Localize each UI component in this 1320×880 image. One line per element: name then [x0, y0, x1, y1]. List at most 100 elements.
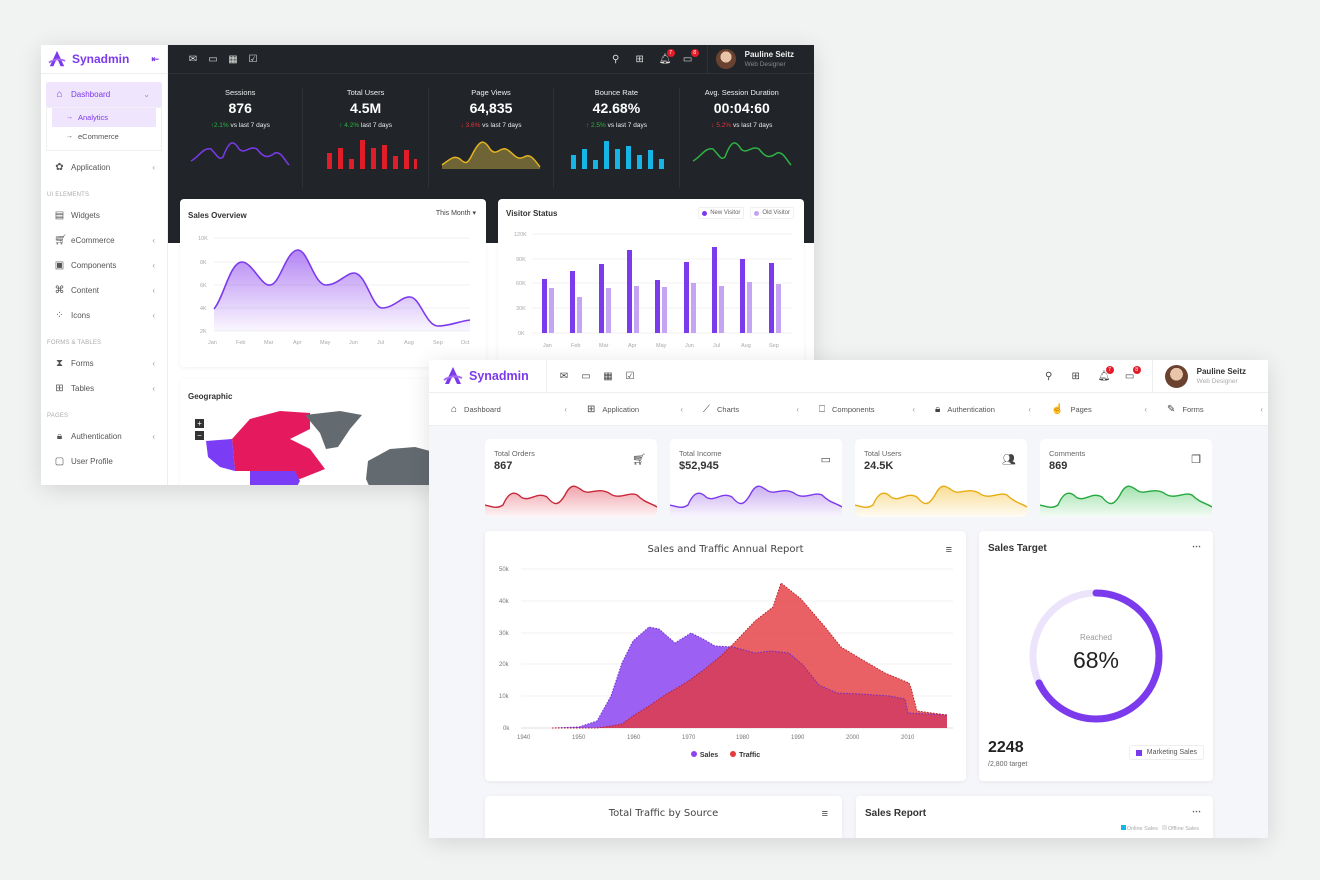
- nav-pages[interactable]: ☝ Pages ‹: [1031, 404, 1147, 415]
- svg-text:Jul: Jul: [713, 343, 720, 349]
- sidebar-subitem-ecommerce[interactable]: → eCommerce: [52, 127, 156, 146]
- map-zoom-in-button[interactable]: +: [195, 419, 204, 428]
- nav-authentication[interactable]: 🔒︎ Authentication ‹: [915, 404, 1031, 415]
- area-sparkline-chart: [441, 141, 541, 169]
- arrow-right-icon: →: [66, 114, 73, 121]
- svg-text:90K: 90K: [516, 257, 526, 263]
- nav-application[interactable]: ⊞ Application ‹: [567, 404, 683, 415]
- user-role: Web Designer: [1196, 378, 1238, 385]
- sidebar-item-user-profile[interactable]: ▢ User Profile: [41, 449, 167, 474]
- stat-change: ↓ 3.6% vs last 7 days: [429, 122, 553, 129]
- sales-overview-chart: 10K 8K 6K 4K 2K Jan Feb Mar Apr May Jun Jul Aug Sep O…: [198, 236, 471, 346]
- chat-icon[interactable]: ▭: [208, 53, 218, 65]
- svg-text:2K: 2K: [200, 329, 207, 335]
- legend-dot: [754, 210, 760, 216]
- legend-old-visitor[interactable]: Old Visitor: [750, 207, 794, 219]
- nav-forms[interactable]: ✎ Forms ‹: [1147, 404, 1263, 415]
- user-role: Web Designer: [744, 61, 786, 68]
- legend-dot: [702, 210, 708, 216]
- calendar-icon[interactable]: ▦: [603, 370, 613, 382]
- map-zoom-out-button[interactable]: −: [195, 431, 204, 440]
- sidebar-section-title: PAGES: [47, 413, 69, 419]
- geographic-card: Geographic + −: [180, 379, 430, 485]
- bar-sparkline-chart: [326, 140, 417, 169]
- period-dropdown[interactable]: This Month ▾: [436, 209, 476, 217]
- sidebar-item-tables[interactable]: ⊞ Tables ‹: [41, 376, 167, 401]
- more-options-icon[interactable]: ⋯: [1192, 806, 1201, 816]
- stat-label: Total Users: [346, 88, 385, 97]
- nav-components[interactable]: ⎕ Components ‹: [799, 404, 915, 415]
- legend-offline-sales[interactable]: Offline Sales: [1161, 825, 1199, 832]
- kpi-card-total-income: Total Income $52,945 ▭: [670, 439, 842, 517]
- change-value: 5.2%: [716, 122, 732, 129]
- stat-change: ↓ 5.2% vs last 7 days: [680, 122, 804, 129]
- comments-icon: ❐: [1191, 454, 1201, 466]
- sales-overview-card: Sales Overview This Month ▾ 10K 8K 6K 4K 2K …: [180, 199, 486, 367]
- brand-logo[interactable]: Synadmin: [429, 360, 547, 392]
- stats-row: Sessions 876 ↑2.1% vs last 7 days Total …: [168, 74, 814, 188]
- calendar-icon[interactable]: ▦: [228, 53, 238, 65]
- mail-icon[interactable]: ✉: [559, 370, 569, 382]
- stat-card-page-views: Page Views 64,835 ↓ 3.6% vs last 7 days: [429, 88, 555, 188]
- sidebar-item-forms[interactable]: ⧗ Forms ‹: [41, 351, 167, 376]
- collapse-sidebar-icon[interactable]: ⇤: [151, 53, 159, 64]
- nav-label: Authentication: [947, 404, 995, 414]
- sidebar-item-components[interactable]: ▣ Components ‹: [41, 253, 167, 278]
- sidebar-item-dashboard[interactable]: ⌂ Dashboard ⌄: [46, 82, 162, 107]
- more-options-icon[interactable]: ⋯: [1192, 541, 1201, 551]
- bell-icon[interactable]: 🔔︎ 7: [1098, 365, 1114, 382]
- search-icon[interactable]: ⚲: [611, 53, 620, 65]
- hamburger-menu-icon[interactable]: ≡: [821, 808, 828, 820]
- sales-value: 2248: [988, 739, 1024, 756]
- change-suffix: vs last 7 days: [732, 122, 773, 129]
- checkbox-icon[interactable]: ☑: [625, 370, 635, 382]
- chart-legend: New Visitor Old Visitor: [698, 207, 794, 219]
- legend-marketing-sales[interactable]: Marketing Sales: [1128, 745, 1204, 760]
- legend-new-visitor[interactable]: New Visitor: [698, 207, 745, 219]
- mail-icon[interactable]: ✉: [188, 53, 198, 65]
- sidebar-subitem-analytics[interactable]: → Analytics: [52, 108, 156, 127]
- svg-text:Jan: Jan: [208, 340, 217, 346]
- user-menu[interactable]: Pauline Seitz Web Designer: [1151, 360, 1268, 392]
- avatar: [715, 49, 736, 69]
- sidebar-item-authentication[interactable]: 🔒︎ Authentication ‹: [41, 424, 167, 449]
- message-icon[interactable]: ▭ 8: [683, 48, 699, 65]
- stat-value: 4.5M: [350, 100, 382, 116]
- sidebar-item-icons[interactable]: ⁘ Icons ‹: [41, 303, 167, 328]
- message-icon[interactable]: ▭ 8: [1125, 365, 1141, 382]
- legend-traffic[interactable]: Traffic: [730, 751, 760, 759]
- svg-text:1940: 1940: [517, 735, 531, 741]
- topbar: Synadmin ✉ ▭ ▦ ☑ ⚲ ⊞ 🔔︎ 7 ▭ 8 Pauline Seit…: [429, 360, 1268, 393]
- checkbox-icon[interactable]: ☑: [248, 53, 258, 65]
- chevron-down-icon: ⌄: [143, 90, 150, 99]
- apps-grid-icon[interactable]: ⊞: [635, 53, 644, 65]
- kpi-value: 869: [1049, 460, 1068, 472]
- apps-grid-icon[interactable]: ⊞: [1071, 370, 1080, 382]
- sidebar-item-application[interactable]: ✿ Application ‹: [41, 155, 167, 180]
- sidebar-item-widgets[interactable]: ▤ Widgets: [41, 203, 167, 228]
- legend-online-sales[interactable]: Online Sales: [1120, 825, 1158, 832]
- svg-text:1980: 1980: [736, 735, 750, 741]
- bookmark-icon: ⎕: [819, 403, 825, 415]
- sidebar-item-ecommerce[interactable]: 🛒︎ eCommerce ‹: [41, 228, 167, 253]
- change-value: 3.6%: [465, 122, 481, 129]
- hourglass-icon: ⧗: [55, 358, 64, 369]
- legend-sales[interactable]: Sales: [690, 751, 718, 759]
- nav-charts[interactable]: ⟋ Charts ‹: [683, 404, 799, 415]
- search-icon[interactable]: ⚲: [1044, 370, 1053, 382]
- hamburger-menu-icon[interactable]: ≡: [945, 544, 952, 556]
- sidebar-item-content[interactable]: ⌘ Content ‹: [41, 278, 167, 303]
- sidebar-item-label: Content: [71, 286, 100, 295]
- arrow-up-icon: ↑: [585, 122, 591, 129]
- sidebar-logo[interactable]: Synadmin ⇤: [41, 45, 167, 74]
- nav-dashboard[interactable]: ⌂ Dashboard ‹: [451, 404, 567, 415]
- user-menu[interactable]: Pauline Seitz Web Designer: [706, 45, 814, 73]
- world-map[interactable]: [180, 409, 430, 485]
- lock-icon: 🔒︎: [935, 403, 941, 415]
- chat-icon[interactable]: ▭: [581, 370, 591, 382]
- svg-text:1990: 1990: [791, 735, 805, 741]
- svg-text:Jul: Jul: [377, 340, 384, 346]
- sidebar: Synadmin ⇤ ⌂ Dashboard ⌄ → Analytics → eCo…: [41, 45, 168, 485]
- lotus-icon: ✿: [55, 162, 64, 173]
- bell-icon[interactable]: 🔔︎ 7: [659, 48, 675, 65]
